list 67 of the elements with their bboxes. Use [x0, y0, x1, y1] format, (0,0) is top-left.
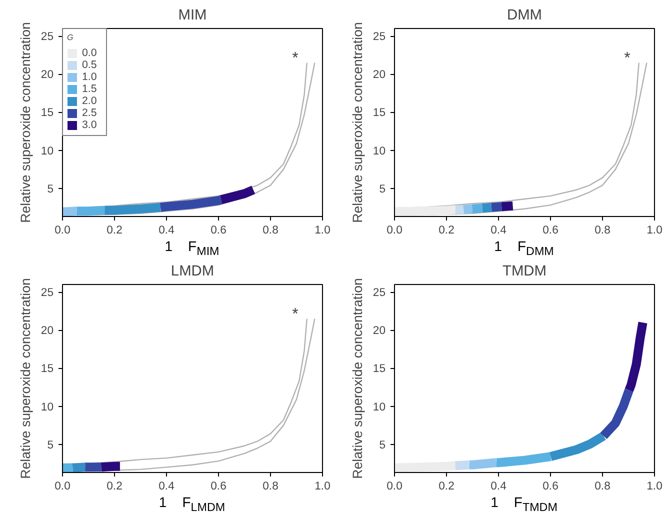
x-tick-label: 0.6 — [542, 480, 558, 492]
x-tick-label: 0.8 — [594, 224, 610, 236]
x-tick-label: 0.4 — [490, 224, 506, 236]
y-tick-label: 15 — [40, 107, 54, 120]
x-tick-label: 1.0 — [646, 480, 662, 492]
y-axis-title: Relative superoxide concentration — [350, 278, 365, 479]
x-tick-label: 0.4 — [158, 224, 174, 236]
y-tick-label: 15 — [372, 107, 386, 120]
y-tick-label: 15 — [372, 363, 386, 376]
chart-title: DMM — [507, 8, 542, 24]
y-tick-label: 25 — [372, 287, 386, 300]
y-tick-label: 20 — [40, 69, 54, 82]
y-tick-label: 25 — [40, 287, 54, 300]
y-tick-label: 5 — [47, 183, 54, 196]
x-tick-label: 1.0 — [646, 224, 662, 236]
y-tick-label: 10 — [372, 401, 386, 414]
x-tick-label: 0.8 — [262, 224, 278, 236]
x-axis-title: 1 F$_{TMDM}$ — [490, 494, 558, 516]
x-tick-label: 0.4 — [490, 480, 506, 492]
y-tick-label: 5 — [379, 183, 386, 196]
chart-title: TMDM — [502, 264, 546, 280]
legend-label: 1.0 — [82, 71, 98, 83]
annotation: * — [292, 306, 298, 324]
x-axis-title: 1 F$_{DMM}$ — [494, 238, 554, 260]
legend-label: 3.0 — [82, 119, 98, 131]
x-tick-label: 0.0 — [386, 480, 402, 492]
x-tick-label: 1.0 — [314, 480, 330, 492]
x-tick-label: 0.6 — [542, 224, 558, 236]
x-tick-label: 0.6 — [210, 224, 226, 236]
y-axis-title: Relative superoxide concentration — [18, 278, 33, 479]
y-axis-title: Relative superoxide concentration — [18, 22, 33, 223]
legend-label: 2.5 — [82, 107, 98, 119]
legend-label: 0.5 — [82, 59, 98, 71]
y-tick-label: 25 — [40, 31, 54, 44]
x-axis-title: 1 F$_{MIM}$ — [164, 238, 220, 260]
x-tick-label: 0.2 — [106, 224, 122, 236]
x-tick-label: 0.4 — [158, 480, 174, 492]
x-tick-label: 0.0 — [54, 480, 70, 492]
x-tick-label: 0.8 — [262, 480, 278, 492]
chart-title: LMDM — [170, 264, 214, 280]
x-tick-label: 0.2 — [438, 224, 454, 236]
x-tick-label: 0.0 — [386, 224, 402, 236]
x-tick-label: 0.8 — [594, 480, 610, 492]
y-tick-label: 15 — [40, 363, 54, 376]
y-tick-label: 20 — [372, 69, 386, 82]
legend-label: 2.0 — [82, 95, 98, 107]
y-tick-label: 20 — [40, 325, 54, 338]
x-tick-label: 0.0 — [54, 224, 70, 236]
y-tick-label: 20 — [372, 325, 386, 338]
y-tick-label: 5 — [379, 439, 386, 452]
x-tick-label: 1.0 — [314, 224, 330, 236]
chart-title: MIM — [178, 8, 207, 24]
y-tick-label: 10 — [372, 145, 386, 158]
annotation: * — [624, 50, 630, 68]
x-tick-label: 0.2 — [438, 480, 454, 492]
y-tick-label: 25 — [372, 31, 386, 44]
x-axis-title: 1 F$_{LMDM}$ — [158, 494, 226, 516]
x-tick-label: 0.6 — [210, 480, 226, 492]
y-axis-title: Relative superoxide concentration — [350, 22, 365, 223]
legend-title: G — [67, 33, 74, 42]
annotation: * — [292, 50, 298, 68]
legend-label: 1.5 — [82, 83, 98, 95]
legend-label: 0.0 — [82, 47, 98, 59]
y-tick-label: 5 — [47, 439, 54, 452]
y-tick-label: 10 — [40, 401, 54, 414]
x-tick-label: 0.2 — [106, 480, 122, 492]
y-tick-label: 10 — [40, 145, 54, 158]
